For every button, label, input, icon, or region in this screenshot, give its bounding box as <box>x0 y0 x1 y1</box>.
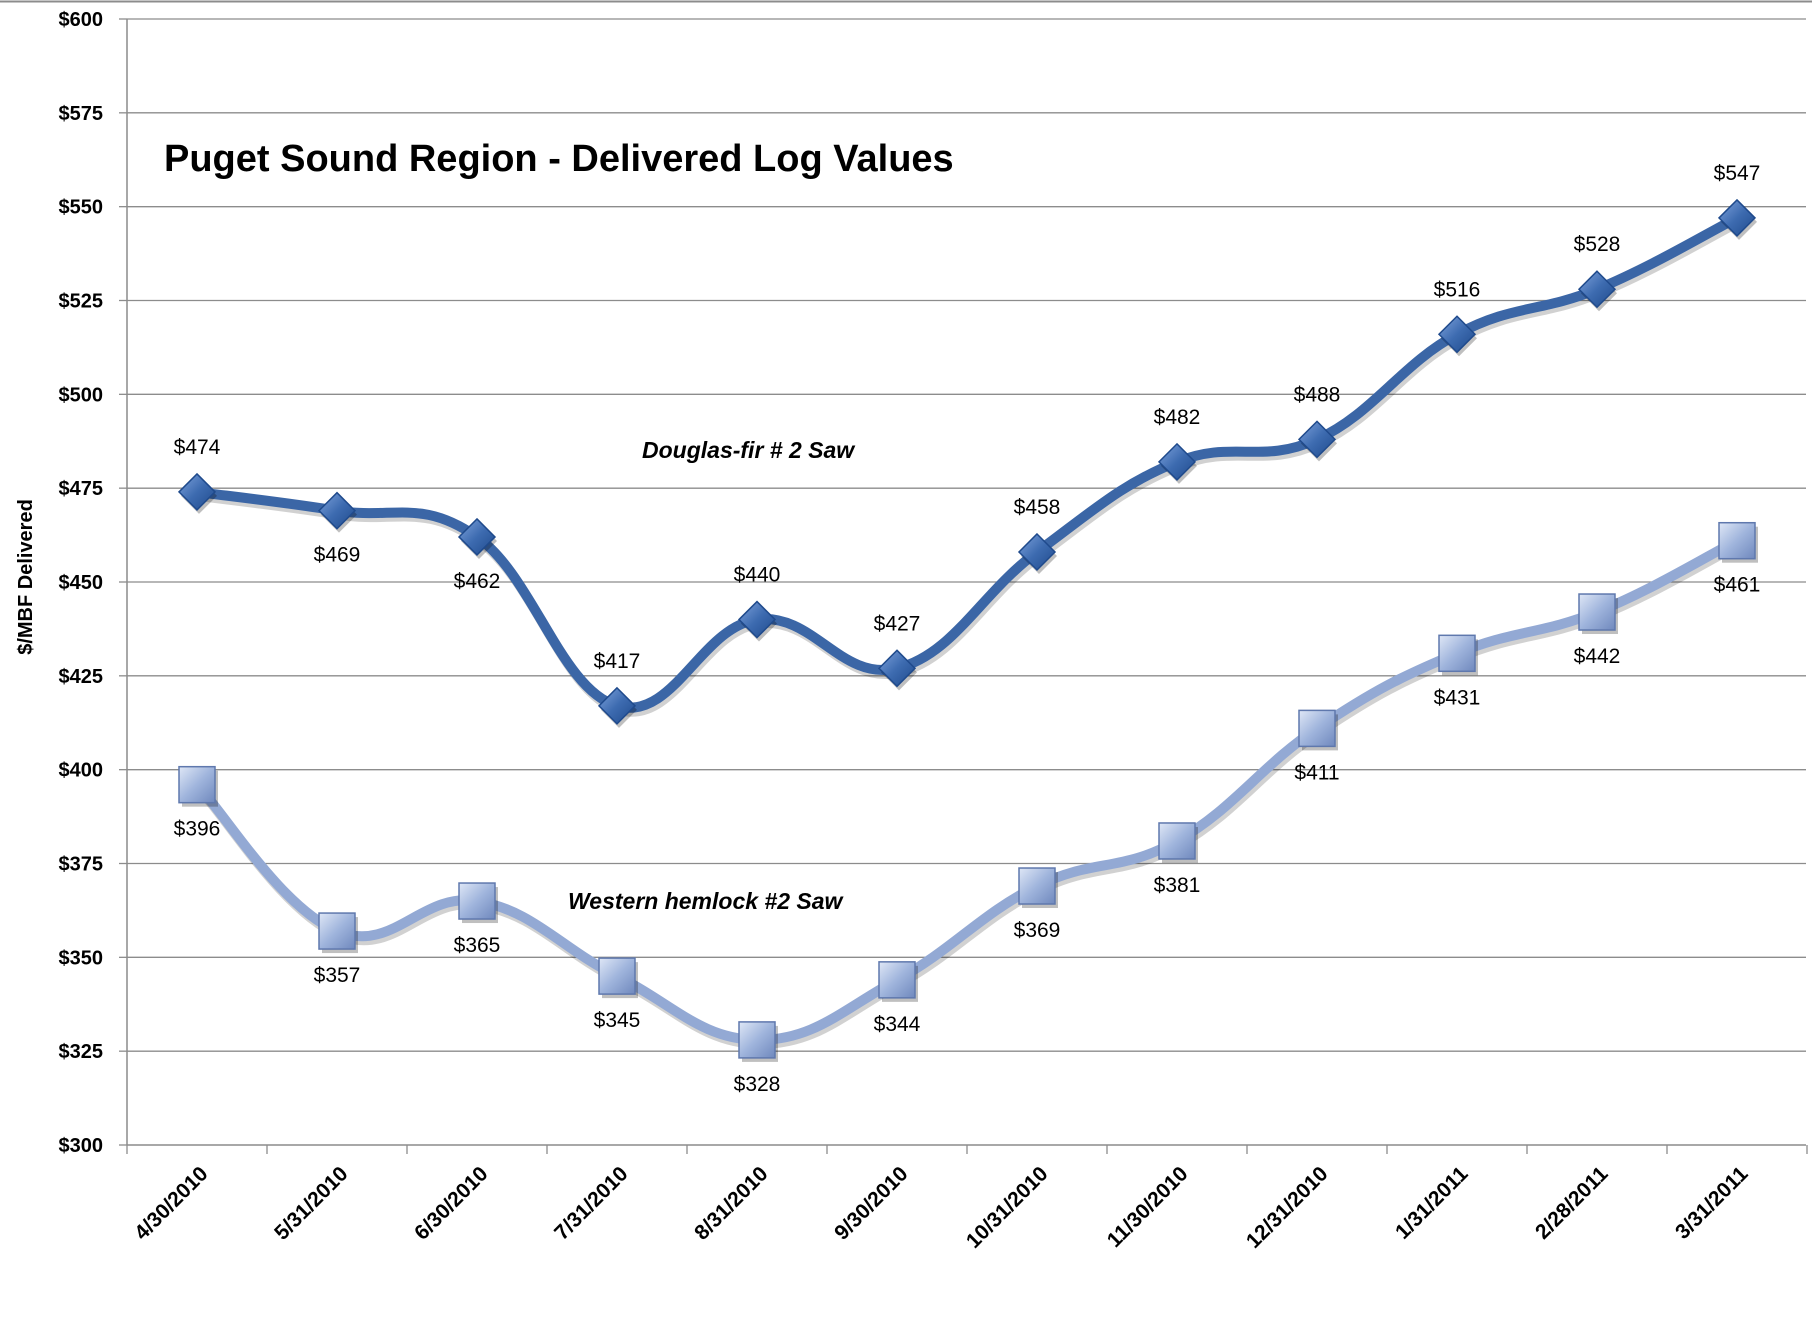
x-tick-label: 11/30/2010 <box>1103 1162 1193 1252</box>
x-tick-label: 8/31/2010 <box>690 1162 772 1244</box>
square-marker <box>458 882 496 920</box>
x-tick-label: 1/31/2011 <box>1391 1162 1473 1244</box>
data-label-western-hemlock: $328 <box>734 1073 781 1096</box>
data-labels: $474 $469 $462 $417 $440 $427 $458 $482 $488 $516… <box>174 162 1761 1096</box>
data-label-douglas-fir: $427 <box>874 612 921 635</box>
data-label-western-hemlock: $344 <box>874 1013 921 1036</box>
diamond-marker <box>457 517 497 557</box>
x-tick-label: 12/31/2010 <box>1242 1162 1333 1253</box>
data-label-douglas-fir: $547 <box>1714 162 1761 185</box>
x-tick-label: 5/31/2010 <box>270 1162 352 1244</box>
square-marker <box>598 957 636 995</box>
data-label-douglas-fir: $417 <box>594 650 641 673</box>
x-tick-label: 3/31/2011 <box>1671 1162 1753 1244</box>
y-tick-label: $500 <box>59 384 104 406</box>
data-label-western-hemlock: $396 <box>174 818 221 841</box>
series-lines <box>192 212 1744 1049</box>
square-marker <box>1438 634 1476 673</box>
y-tick-label: $350 <box>59 947 104 969</box>
y-axis-label: $/MBF Delivered <box>15 499 37 655</box>
data-label-douglas-fir: $469 <box>314 544 361 567</box>
diamond-marker <box>1297 420 1337 459</box>
gridlines <box>127 18 1806 1052</box>
x-tick-label: 9/30/2010 <box>830 1162 912 1244</box>
square-marker <box>1718 521 1756 560</box>
diamond-marker <box>737 600 777 639</box>
data-label-western-hemlock: $411 <box>1294 761 1339 784</box>
square-marker <box>1578 593 1616 631</box>
diamond-marker <box>597 686 637 725</box>
x-tick-label: 6/30/2010 <box>410 1162 492 1244</box>
diamond-marker <box>1017 532 1057 572</box>
square-marker <box>878 961 916 999</box>
square-marker <box>318 912 356 950</box>
y-tick-label: $400 <box>59 760 104 782</box>
diamond-marker <box>1437 315 1477 354</box>
square-marker <box>1018 867 1056 905</box>
square-marker <box>738 1021 776 1059</box>
data-label-western-hemlock: $345 <box>594 1009 641 1032</box>
data-label-western-hemlock: $431 <box>1434 686 1481 709</box>
x-tick-label: 10/31/2010 <box>962 1162 1053 1253</box>
y-tick-label: $600 <box>59 9 104 31</box>
data-label-western-hemlock: $365 <box>454 934 501 957</box>
x-tick-label: 2/28/2011 <box>1531 1162 1613 1244</box>
y-tick-label: $300 <box>59 1135 104 1157</box>
x-tick-label: 7/31/2010 <box>550 1162 632 1244</box>
series-annotation-douglas-fir: Douglas-fir # 2 Saw <box>642 437 856 463</box>
data-label-douglas-fir: $458 <box>1014 496 1061 519</box>
chart-title: Puget Sound Region - Delivered Log Value… <box>164 138 954 180</box>
y-tick-label: $475 <box>59 478 104 500</box>
data-label-douglas-fir: $528 <box>1574 233 1621 256</box>
diamond-marker <box>877 649 917 688</box>
y-tick-label: $425 <box>59 666 104 688</box>
diamond-marker <box>1717 198 1757 237</box>
diamond-marker <box>1157 442 1197 481</box>
data-label-douglas-fir: $462 <box>454 570 501 593</box>
data-label-western-hemlock: $357 <box>314 964 361 987</box>
y-tick-label: $325 <box>59 1041 104 1063</box>
data-label-western-hemlock: $442 <box>1574 645 1621 668</box>
diamond-marker <box>177 472 217 511</box>
y-tick-label: $550 <box>59 197 104 219</box>
x-tick-label: 4/30/2010 <box>130 1162 212 1244</box>
data-label-douglas-fir: $474 <box>174 436 221 459</box>
diamond-marker <box>317 491 357 530</box>
data-label-western-hemlock: $461 <box>1714 574 1761 597</box>
square-marker <box>1298 709 1336 748</box>
series-annotation-western-hemlock: Western hemlock #2 Saw <box>568 888 845 914</box>
data-label-western-hemlock: $369 <box>1014 919 1061 942</box>
square-marker <box>178 765 216 804</box>
diamond-marker <box>1577 270 1617 309</box>
y-tick-label: $575 <box>59 103 104 125</box>
y-tick-label: $450 <box>59 572 104 594</box>
data-label-douglas-fir: $516 <box>1434 278 1481 301</box>
y-tick-label: $375 <box>59 854 104 876</box>
data-label-douglas-fir: $440 <box>734 564 781 587</box>
y-tick-label: $525 <box>59 291 104 313</box>
square-marker <box>1158 822 1196 860</box>
data-label-douglas-fir: $482 <box>1154 406 1201 429</box>
series-markers <box>177 198 1758 1062</box>
data-label-western-hemlock: $381 <box>1154 874 1201 897</box>
data-label-douglas-fir: $488 <box>1294 383 1341 406</box>
